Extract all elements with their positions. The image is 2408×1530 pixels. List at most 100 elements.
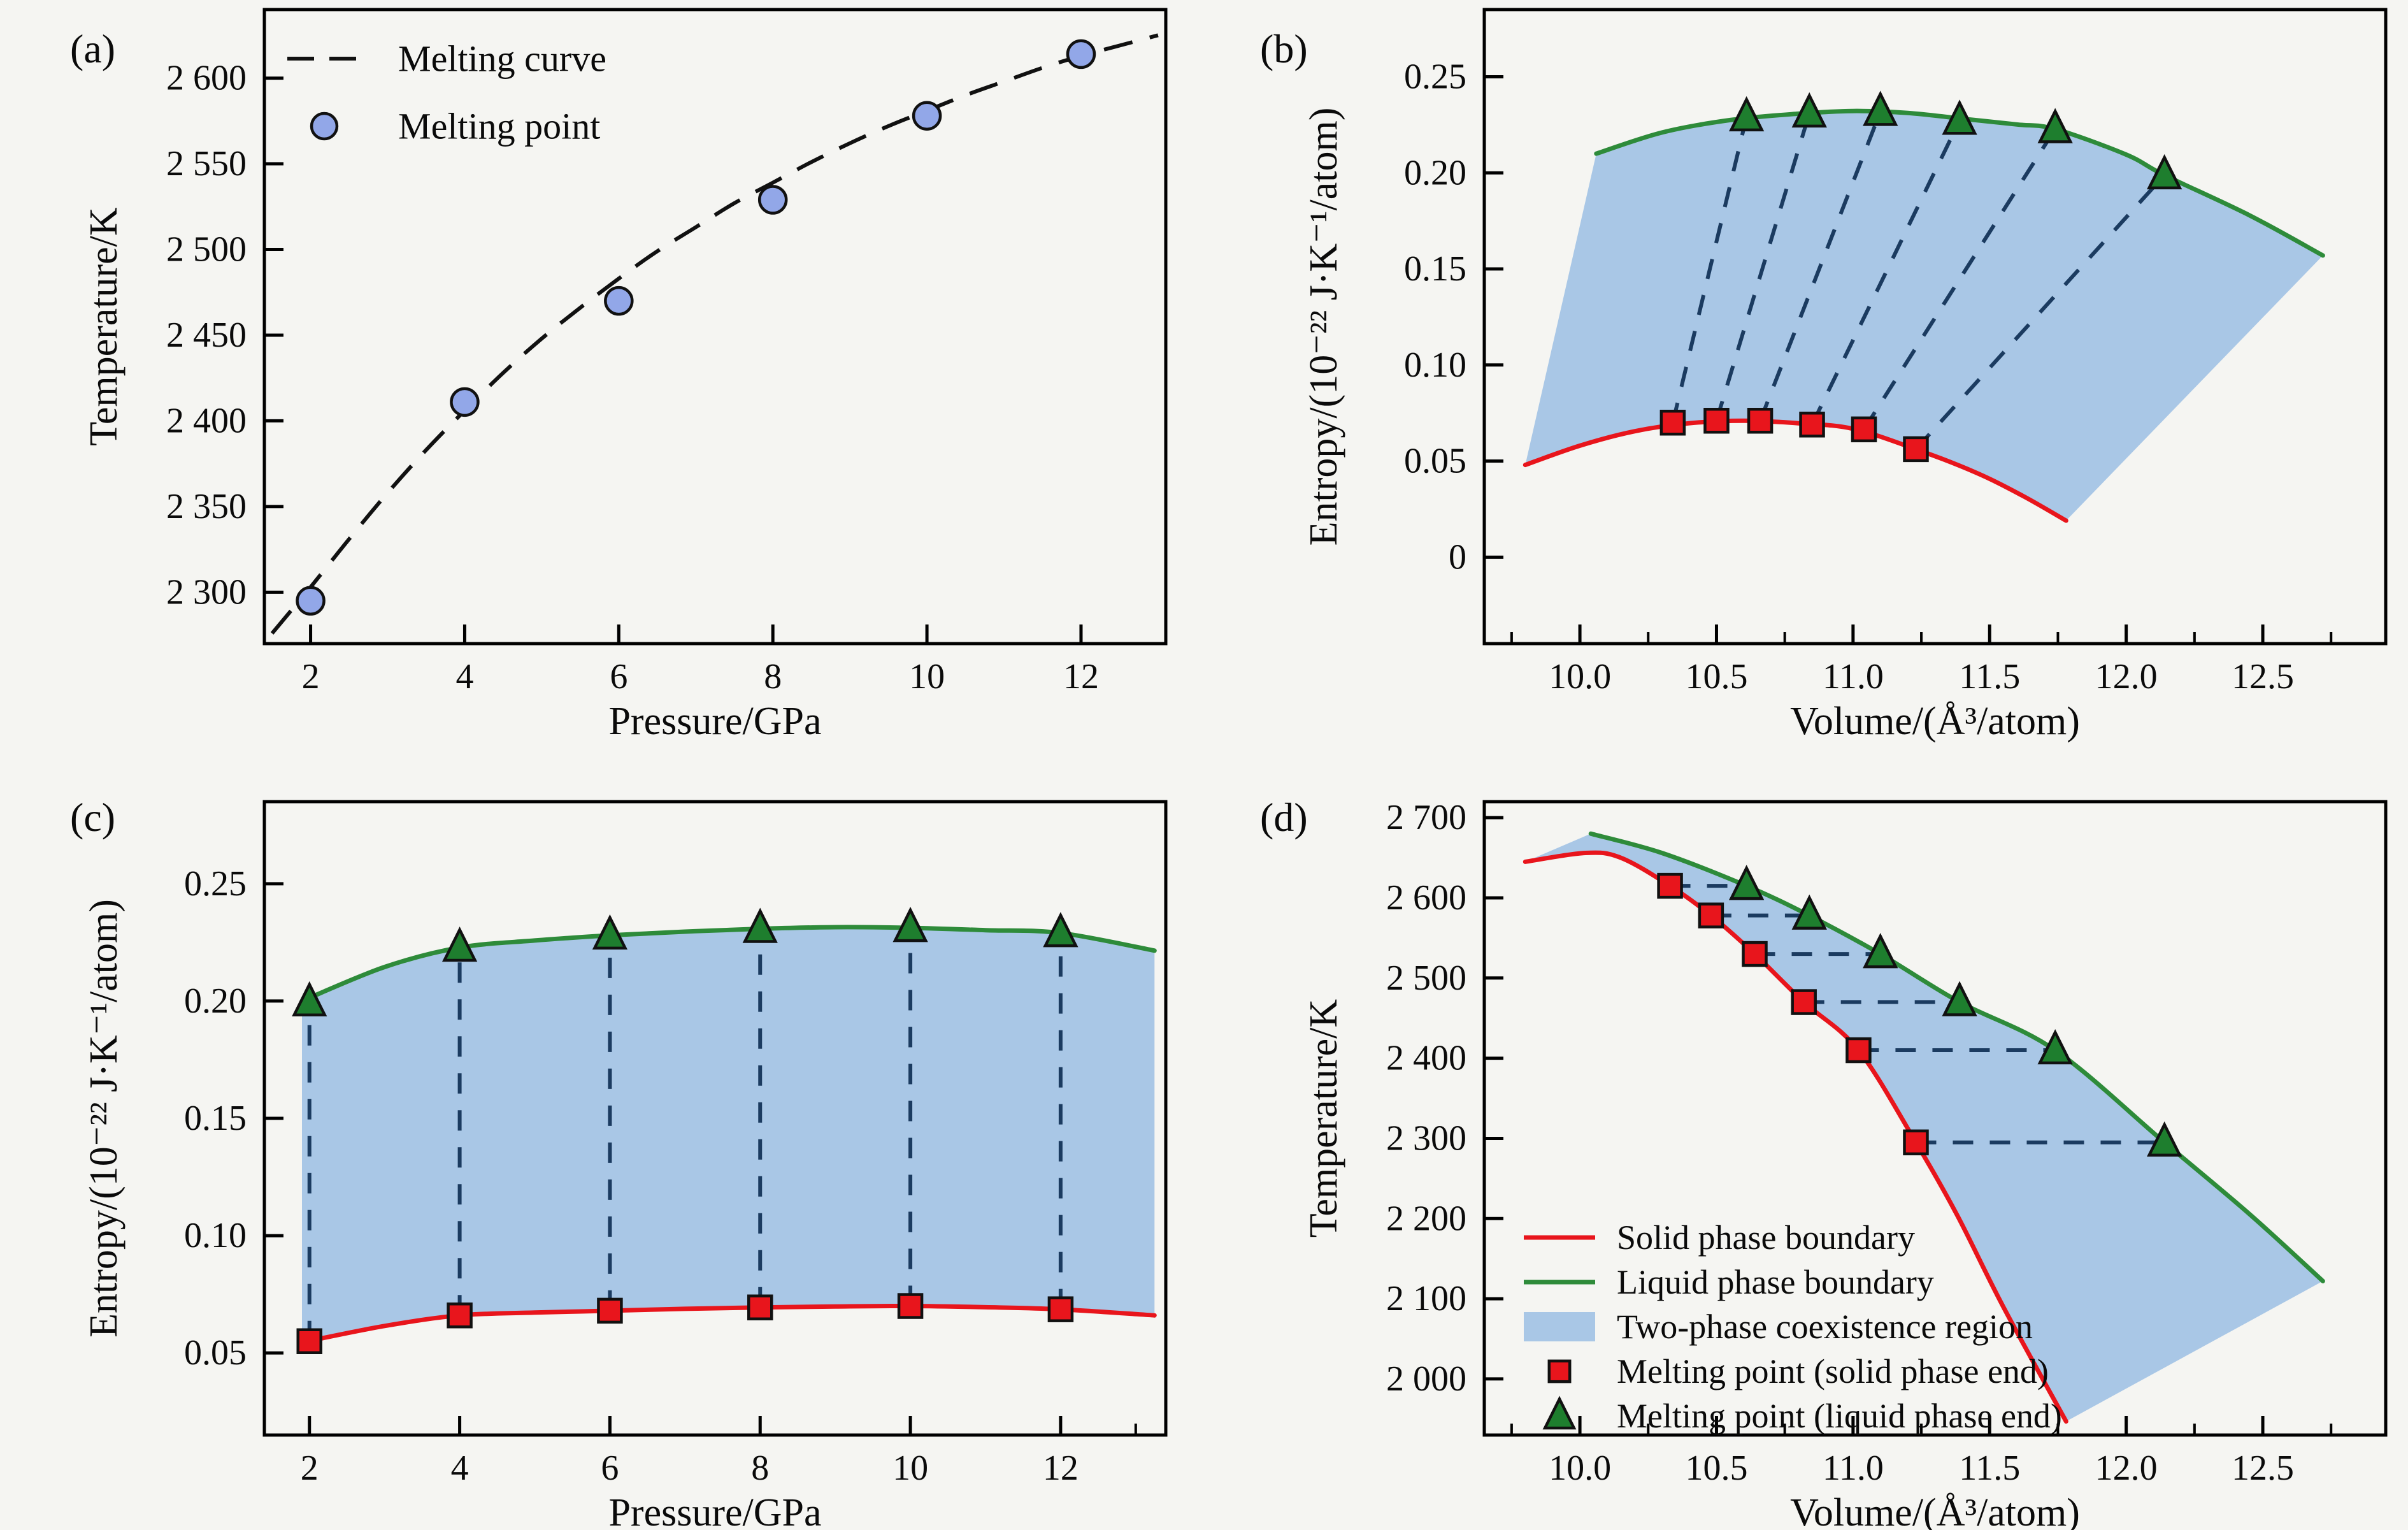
melting-point-liquid-end bbox=[1728, 96, 1765, 132]
legend-label: Melting point (solid phase end) bbox=[1617, 1352, 2049, 1390]
x-tick-label: 12.0 bbox=[2095, 1448, 2158, 1488]
x-tick-label: 12.5 bbox=[2232, 657, 2294, 696]
legend-circle-swatch bbox=[310, 112, 339, 141]
x-tick-label: 10 bbox=[892, 1448, 928, 1488]
legend-square-swatch bbox=[1547, 1359, 1572, 1383]
panel-d-label: (d) bbox=[1260, 795, 1308, 840]
melting-point-liquid-end bbox=[1728, 865, 1765, 900]
melting-point-liquid-end bbox=[592, 914, 628, 950]
melting-point-solid-end bbox=[1903, 1129, 1929, 1155]
y-axis-title: Temperature/K bbox=[1302, 999, 1345, 1238]
y-tick-label: 2 450 bbox=[166, 315, 247, 355]
legend-patch-swatch bbox=[1524, 1312, 1595, 1341]
y-tick-label: 0.25 bbox=[1404, 57, 1466, 97]
panel-a-label: (a) bbox=[70, 26, 116, 71]
y-tick-label: 2 000 bbox=[1386, 1359, 1466, 1399]
x-tick-label: 10.5 bbox=[1685, 1448, 1747, 1488]
x-axis-title: Pressure/GPa bbox=[608, 700, 821, 743]
tie-line bbox=[1810, 119, 1961, 426]
y-tick-label: 2 300 bbox=[1386, 1118, 1466, 1158]
y-tick-label: 0.25 bbox=[184, 864, 247, 904]
melting-point-solid-end bbox=[897, 1293, 924, 1319]
x-axis: 2 4 6 8 10 12 Pressure/GPa bbox=[301, 1416, 1137, 1530]
legend-label: Two-phase coexistence region bbox=[1617, 1308, 2033, 1346]
y-tick-label: 0.15 bbox=[1404, 249, 1466, 289]
y-tick-label: 0.10 bbox=[1404, 345, 1466, 385]
tie-line bbox=[1670, 117, 1749, 423]
panel-b-label: (b) bbox=[1260, 26, 1308, 71]
x-tick-label: 2 bbox=[302, 657, 320, 696]
y-tick-label: 2 600 bbox=[1386, 878, 1466, 918]
tie-lines bbox=[307, 928, 1063, 1341]
melting-point-liquid-end bbox=[892, 907, 928, 942]
y-tick-label: 0.05 bbox=[184, 1333, 247, 1373]
melting-point-solid-end-markers bbox=[1657, 872, 1929, 1155]
melting-point-solid-end bbox=[597, 1297, 623, 1324]
x-tick-label: 12 bbox=[1063, 657, 1099, 696]
melting-point bbox=[1066, 39, 1096, 69]
legend-label: Solid phase boundary bbox=[1617, 1218, 1915, 1257]
melting-point-solid-end bbox=[447, 1302, 473, 1329]
x-tick-label: 4 bbox=[451, 1448, 469, 1488]
melting-point-solid-end bbox=[747, 1294, 773, 1320]
melting-point-liquid-end bbox=[2147, 154, 2182, 190]
axes-frame bbox=[262, 8, 1168, 646]
tie-lines bbox=[1670, 111, 2166, 451]
y-tick-label: 0.10 bbox=[184, 1216, 247, 1255]
x-axis: 10.0 10.5 11.0 11.5 12.0 12.5 Volume/(Å³/atom) bbox=[1510, 1416, 2333, 1530]
legend: Melting curve Melting point bbox=[287, 38, 606, 147]
melting-point-liquid-end bbox=[292, 981, 327, 1017]
melting-point-liquid-end-markers bbox=[292, 907, 1079, 1017]
tie-line bbox=[1714, 112, 1812, 422]
panel-b-chart-entropy-volume: 10.0 10.5 11.0 11.5 12.0 12.5 Volume/(Å³/atom)… bbox=[1302, 8, 2388, 743]
legend-label: Melting point bbox=[398, 106, 600, 147]
y-tick-label: 2 200 bbox=[1386, 1199, 1466, 1238]
x-tick-label: 12 bbox=[1043, 1448, 1079, 1488]
x-tick-label: 11.0 bbox=[1823, 1448, 1884, 1488]
melting-point-solid-end bbox=[1791, 989, 1817, 1015]
x-tick-label: 11.0 bbox=[1823, 657, 1884, 696]
melting-point-liquid-end-markers bbox=[1728, 90, 2182, 190]
y-tick-label: 2 700 bbox=[1386, 798, 1466, 837]
x-axis-title: Pressure/GPa bbox=[608, 1491, 821, 1530]
x-tick-label: 10.5 bbox=[1685, 657, 1747, 696]
tie-line bbox=[1862, 127, 2057, 431]
x-tick-label: 12.0 bbox=[2095, 657, 2158, 696]
melting-point-solid-end bbox=[1742, 941, 1768, 967]
x-tick-label: 11.5 bbox=[1959, 1448, 2020, 1488]
melting-point-solid-end-markers bbox=[296, 1293, 1074, 1354]
x-tick-label: 4 bbox=[455, 657, 473, 696]
y-axis: 2 000 2 100 2 200 2 300 2 400 2 500 2 600 2 700… bbox=[1302, 798, 1503, 1399]
melting-point bbox=[296, 586, 326, 616]
y-tick-label: 0.05 bbox=[1404, 442, 1466, 481]
melting-point-markers bbox=[296, 39, 1096, 616]
melting-point-solid-end bbox=[1903, 436, 1929, 463]
melting-point bbox=[604, 285, 634, 316]
melting-point bbox=[757, 185, 788, 215]
y-tick-label: 0.20 bbox=[184, 981, 247, 1021]
melting-point bbox=[912, 101, 942, 131]
legend-label: Melting point (liquid phase end) bbox=[1617, 1397, 2062, 1435]
panel-d-chart-temperature-volume: 10.0 10.5 11.0 11.5 12.0 12.5 Volume/(Å³/atom)… bbox=[1302, 798, 2388, 1530]
legend: Solid phase boundary Liquid phase boundar… bbox=[1524, 1218, 2062, 1435]
y-axis: 2 300 2 350 2 400 2 450 2 500 2 550 2 600 Tempe… bbox=[82, 59, 283, 612]
melting-point-solid-end bbox=[1747, 407, 1774, 434]
melting-point bbox=[450, 387, 480, 417]
y-axis: 0.05 0.10 0.15 0.20 0.25 Entropy/(10⁻²² J·K⁻¹… bbox=[82, 864, 283, 1373]
y-tick-label: 2 500 bbox=[166, 229, 247, 269]
melting-point-liquid-end bbox=[1942, 99, 1977, 135]
melting-point-liquid-end bbox=[1791, 894, 1827, 930]
melting-point-liquid-end bbox=[1791, 92, 1827, 128]
x-axis-title: Volume/(Å³/atom) bbox=[1790, 700, 2080, 743]
y-tick-label: 2 300 bbox=[166, 572, 247, 612]
melting-point-liquid-end bbox=[1863, 933, 1898, 969]
melting-point-liquid-end bbox=[742, 907, 778, 943]
melting-point-liquid-end bbox=[2037, 108, 2073, 143]
melting-curve bbox=[270, 33, 1159, 635]
y-axis-title: Temperature/K bbox=[82, 207, 125, 446]
y-tick-label: 2 100 bbox=[1386, 1279, 1466, 1318]
melting-point-solid-end-markers bbox=[1659, 407, 1929, 463]
y-tick-label: 0 bbox=[1449, 537, 1466, 577]
y-tick-label: 2 350 bbox=[166, 487, 247, 526]
